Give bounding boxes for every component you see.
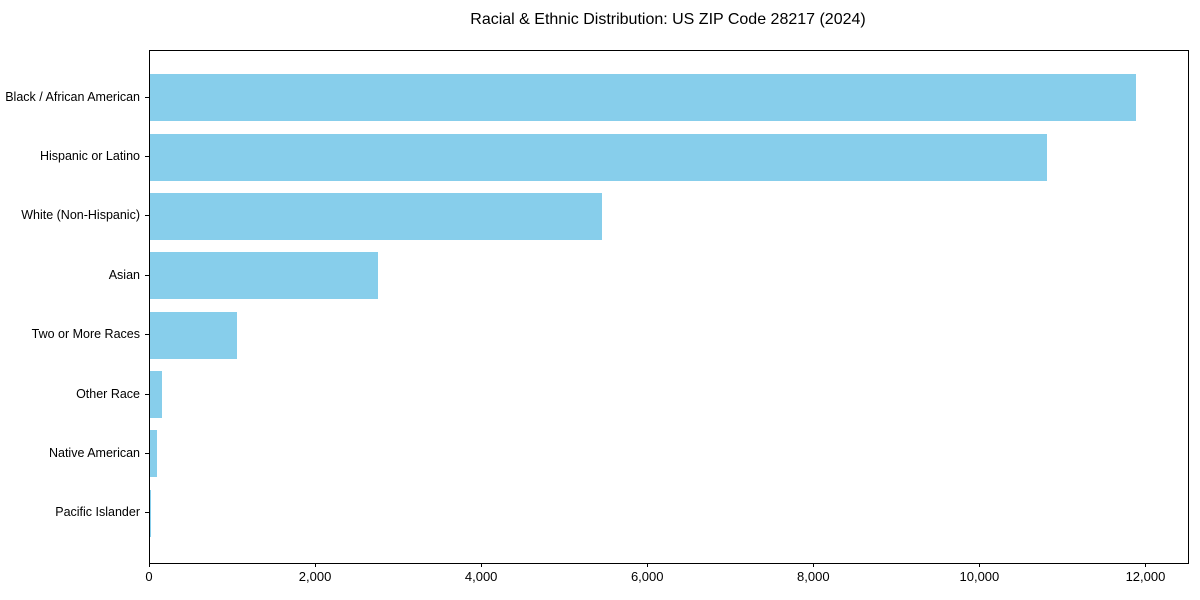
plot-area	[149, 50, 1189, 564]
x-tick-label: 2,000	[298, 569, 332, 584]
y-tick-label: Native American	[48, 445, 140, 460]
x-tick-label: 8,000	[797, 569, 830, 584]
y-tick-mark	[145, 512, 149, 514]
chart-bar	[150, 311, 238, 359]
y-tick-mark	[145, 156, 149, 158]
x-tick-mark	[647, 563, 649, 567]
x-tick-mark	[149, 563, 150, 567]
chart-title: Racial & Ethnic Distribution: US ZIP Cod…	[470, 11, 866, 28]
x-tick-label: 6,000	[630, 569, 664, 584]
y-tick-label: Black / African American	[5, 89, 140, 104]
y-tick-mark	[145, 452, 149, 454]
x-tick-label: 10,000	[959, 569, 1000, 584]
y-tick-mark	[145, 393, 149, 395]
y-tick-mark	[145, 334, 149, 336]
y-tick-label: Hispanic or Latino	[39, 149, 140, 164]
chart-bar	[150, 371, 163, 419]
y-tick-mark	[145, 96, 149, 98]
chart-bar	[150, 192, 602, 240]
x-tick-mark	[979, 563, 981, 567]
y-tick-mark	[145, 274, 149, 276]
y-tick-label: Asian	[108, 267, 140, 282]
chart-bar	[150, 489, 151, 537]
y-tick-label: Two or More Races	[31, 327, 140, 342]
y-tick-label: White (Non-Hispanic)	[21, 208, 140, 223]
x-tick-mark	[315, 563, 317, 567]
chart-bar	[150, 74, 1137, 122]
x-tick-mark	[1145, 563, 1147, 567]
y-tick-mark	[145, 215, 149, 217]
x-tick-label: 4,000	[464, 569, 498, 584]
x-tick-mark	[481, 563, 483, 567]
chart-bar	[150, 133, 1048, 181]
chart-bar	[150, 430, 158, 478]
y-tick-label: Other Race	[76, 386, 140, 401]
x-tick-label: 12,000	[1125, 569, 1166, 584]
x-tick-mark	[813, 563, 815, 567]
y-tick-label: Pacific Islander	[55, 505, 140, 520]
x-tick-label: 0	[145, 569, 153, 584]
chart-bar	[150, 252, 378, 300]
